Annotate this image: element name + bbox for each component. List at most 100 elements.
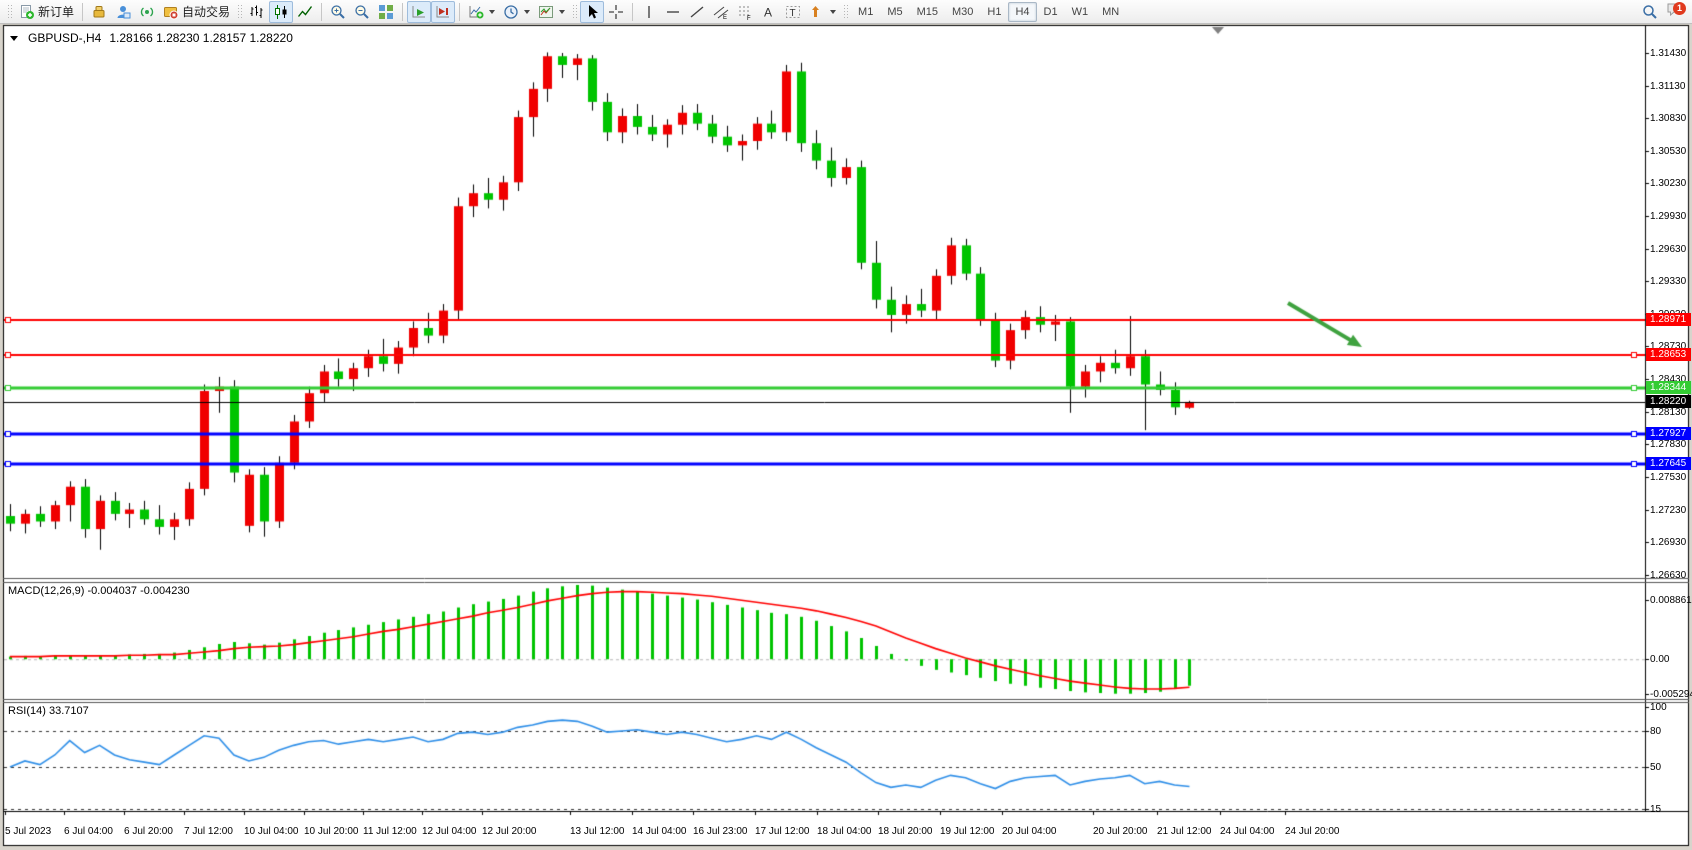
time-tick-label: 12 Jul 20:00: [482, 826, 537, 837]
timeframe-m5[interactable]: M5: [880, 2, 909, 22]
zoom-in-button[interactable]: [326, 1, 350, 23]
timeframe-d1[interactable]: D1: [1037, 2, 1065, 22]
new-order-button[interactable]: 新订单: [15, 1, 78, 23]
equidistant-channel-tool[interactable]: E: [709, 1, 733, 23]
text-tool[interactable]: A: [757, 1, 781, 23]
auto-scroll-icon: [411, 4, 427, 20]
new-order-icon: [19, 4, 35, 20]
resistance-price-tag: 1.28653: [1646, 348, 1691, 361]
tile-windows-button[interactable]: [374, 1, 398, 23]
timeframe-m30[interactable]: M30: [945, 2, 980, 22]
price-tick-label: 1.30530: [1650, 146, 1687, 157]
price-tick-label: 1.28130: [1650, 407, 1687, 418]
candlestick-mode-button[interactable]: [269, 0, 294, 23]
svg-text:A: A: [764, 5, 772, 19]
chart-shift-icon: [435, 4, 451, 20]
notifications-button[interactable]: 1: [1662, 1, 1688, 23]
timeframe-h1[interactable]: H1: [980, 2, 1008, 22]
periods-dropdown[interactable]: [499, 1, 534, 23]
rsi-tick-label: 50: [1650, 762, 1662, 773]
new-chart-dropdown[interactable]: [464, 1, 499, 23]
channel-icon: E: [713, 4, 729, 20]
dropdown-caret-icon: [830, 9, 837, 14]
notification-badge: 1: [1673, 1, 1686, 15]
vertical-line-icon: [641, 4, 657, 20]
new-chart-icon: [468, 4, 484, 20]
signals-icon: [139, 4, 155, 20]
price-tick-label: 1.29330: [1650, 276, 1687, 287]
text-label-tool[interactable]: T: [781, 1, 805, 23]
auto-trading-label: 自动交易: [182, 5, 231, 19]
zoom-out-icon: [354, 4, 370, 20]
bar-chart-icon: [249, 4, 265, 20]
time-tick-label: 6 Jul 20:00: [124, 826, 173, 837]
price-tick-label: 1.28430: [1650, 374, 1687, 385]
time-tick-label: 11 Jul 12:00: [363, 826, 417, 837]
toolbar-grip[interactable]: [237, 3, 243, 20]
fibonacci-tool[interactable]: F: [733, 1, 757, 23]
timeframe-w1[interactable]: W1: [1065, 2, 1096, 22]
time-tick-label: 13 Jul 12:00: [570, 826, 625, 837]
price-tick-label: 1.27830: [1650, 439, 1687, 450]
timeframe-mn[interactable]: MN: [1095, 2, 1126, 22]
dropdown-caret-icon: [559, 9, 566, 14]
vertical-line-tool[interactable]: [637, 1, 661, 23]
timeframe-label: D1: [1043, 5, 1058, 18]
time-tick-label: 10 Jul 20:00: [304, 826, 359, 837]
auto-trading-icon: [163, 4, 179, 20]
time-tick-label: 20 Jul 04:00: [1002, 826, 1057, 837]
price-tick-label: 1.29930: [1650, 211, 1687, 222]
templates-icon: [538, 4, 554, 20]
horizontal-line-tool[interactable]: [661, 1, 685, 23]
arrows-dropdown[interactable]: [805, 1, 840, 23]
trendline-tool[interactable]: [685, 1, 709, 23]
time-tick-label: 21 Jul 12:00: [1157, 826, 1212, 837]
svg-text:E: E: [723, 15, 727, 20]
candlestick-icon: [273, 4, 289, 20]
timeframe-h4[interactable]: H4: [1008, 1, 1037, 22]
cursor-tool-button[interactable]: [580, 0, 605, 23]
toolbar-grip[interactable]: [572, 3, 578, 20]
price-tick-label: 1.28730: [1650, 341, 1687, 352]
price-tick-label: 1.30830: [1650, 113, 1687, 124]
time-tick-label: 5 Jul 2023: [5, 826, 52, 837]
time-tick-label: 12 Jul 04:00: [422, 826, 477, 837]
price-tick-label: 1.29630: [1650, 244, 1687, 255]
templates-dropdown[interactable]: [534, 1, 569, 23]
auto-scroll-button[interactable]: [407, 0, 432, 23]
bar-chart-mode-button[interactable]: [245, 1, 269, 23]
toolbar-separator: [82, 2, 84, 21]
cursor-icon: [584, 4, 600, 20]
support-price-tag: 1.27927: [1646, 427, 1691, 440]
line-chart-icon: [297, 4, 313, 20]
crosshair-tool-button[interactable]: [604, 1, 628, 23]
search-button[interactable]: [1638, 1, 1662, 23]
tile-windows-icon: [378, 4, 394, 20]
rsi-tick-label: 80: [1650, 726, 1662, 737]
time-tick-label: 20 Jul 20:00: [1093, 826, 1148, 837]
timeframe-m1[interactable]: M1: [851, 2, 880, 22]
zoom-in-icon: [330, 4, 346, 20]
crosshair-icon: [608, 4, 624, 20]
current-price-tag: 1.28220: [1646, 395, 1691, 408]
chart-shift-button[interactable]: [431, 0, 456, 23]
resistance-price-tag: 1.28971: [1646, 313, 1691, 326]
svg-text:T: T: [790, 8, 796, 19]
timeframe-m15[interactable]: M15: [910, 2, 945, 22]
toolbar-grip[interactable]: [843, 3, 849, 20]
timeframe-label: W1: [1071, 5, 1089, 18]
toolbar-grip[interactable]: [7, 3, 12, 20]
signals-button[interactable]: [135, 1, 159, 23]
market-depth-button[interactable]: [87, 1, 111, 23]
auto-trading-button[interactable]: 自动交易: [159, 1, 234, 23]
line-chart-mode-button[interactable]: [293, 1, 317, 23]
time-tick-label: 18 Jul 20:00: [878, 826, 933, 837]
toolbar-separator: [402, 2, 404, 21]
time-tick-label: 17 Jul 12:00: [755, 826, 810, 837]
community-button[interactable]: [111, 1, 135, 23]
clock-icon: [503, 4, 519, 20]
zoom-out-button[interactable]: [350, 1, 374, 23]
support-price-tag: 1.27645: [1646, 457, 1691, 470]
time-tick-label: 16 Jul 23:00: [693, 826, 748, 837]
